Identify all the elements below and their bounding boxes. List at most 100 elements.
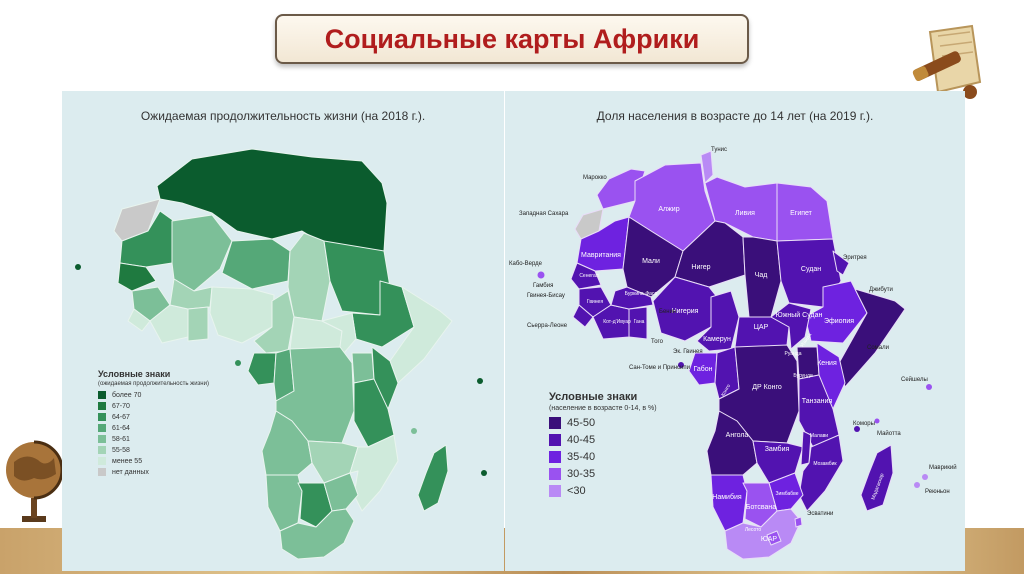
- legend-swatch: [98, 391, 106, 399]
- legend-swatch: [98, 435, 106, 443]
- legend-label: менее 55: [112, 457, 143, 465]
- legend-title: Условные знаки: [98, 369, 171, 379]
- island-mayotte: [874, 418, 880, 424]
- legend-swatch: [549, 417, 561, 429]
- legend-label: 61-64: [112, 424, 130, 432]
- label-cameroon: Камерун: [703, 336, 731, 343]
- island-mauritius: [481, 470, 487, 476]
- label-rwanda: Руанда: [784, 351, 801, 357]
- slide-title-text: Социальные карты Африки: [324, 23, 700, 54]
- legend-label: более 70: [112, 391, 142, 399]
- region-namibia: [710, 474, 748, 532]
- legend-swatch: [549, 485, 561, 497]
- label-morocco: Марокко: [583, 175, 607, 181]
- legend-swatch: [549, 468, 561, 480]
- legend-item: 55-58: [98, 446, 209, 454]
- scroll-spyglass-icon: [912, 24, 982, 99]
- label-guinea-bissau: Гвинея-Бисау: [527, 293, 565, 299]
- life-expectancy-map: [75, 148, 487, 560]
- region-chad: [742, 236, 782, 318]
- label-namibia: Намибия: [712, 493, 742, 501]
- label-egypt: Египет: [790, 210, 813, 217]
- region-zimbabwe: [323, 472, 359, 512]
- legend-label: 30-35: [567, 468, 596, 480]
- legend-item: 64-67: [98, 413, 209, 421]
- label-libya: Ливия: [735, 210, 755, 217]
- region-ghana: [628, 306, 648, 340]
- label-chad: Чад: [755, 272, 768, 279]
- label-sao-tome: Сан-Томе и Принсипи: [629, 365, 690, 371]
- label-tunis: Тунис: [711, 147, 727, 153]
- label-reunion: Реюньон: [925, 489, 950, 495]
- label-ghana: Гана: [634, 319, 645, 325]
- label-cabo-verde: Кабо-Верде: [509, 261, 543, 267]
- legend-item: 45-50: [549, 417, 657, 429]
- label-sudan: Судан: [801, 266, 821, 273]
- legend-swatch: [98, 468, 106, 476]
- legend-item: <30: [549, 485, 657, 497]
- population-under-14-map-panel: Доля населения в возрасте до 14 лет (на …: [505, 91, 965, 571]
- legend-swatch: [98, 457, 106, 465]
- legend-subtitle: (ожидаемая продолжительность жизни): [98, 381, 209, 387]
- label-djibouti: Джибути: [869, 287, 893, 293]
- label-gabon: Габон: [693, 365, 712, 373]
- label-burundi: Бурунди: [793, 373, 813, 379]
- legend-item: более 70: [98, 391, 209, 399]
- legend-swatch: [98, 446, 106, 454]
- region-chad: [287, 232, 331, 322]
- region-senegal: [570, 262, 602, 290]
- label-benin: Бенин: [659, 309, 676, 315]
- legend-label: 64-67: [112, 413, 130, 421]
- label-senegal: Сенегал: [579, 273, 598, 279]
- label-eritrea: Эритрея: [843, 255, 867, 261]
- label-zambia: Замбия: [765, 445, 790, 453]
- region-sierra-leone: [127, 308, 151, 332]
- legend-rows: 45-50 40-45 35-40 30-35 <30: [549, 417, 657, 497]
- island-reunion: [914, 482, 920, 488]
- label-botswana: Ботсвана: [746, 504, 776, 511]
- legend-item: нет данных: [98, 468, 209, 476]
- population-legend: Условные знаки (население в возрасте 0-1…: [549, 391, 657, 502]
- legend-item: 40-45: [549, 434, 657, 446]
- label-guinea: Гвинея: [587, 299, 603, 305]
- life-expectancy-map-panel: Ожидаемая продолжительность жизни (на 20…: [62, 91, 504, 571]
- legend-label: 67-70: [112, 402, 130, 410]
- legend-label: 40-45: [567, 434, 596, 446]
- region-nigeria: [209, 286, 275, 344]
- label-kenya: Кения: [817, 360, 837, 367]
- legend-title: Условные знаки: [549, 391, 638, 403]
- legend-swatch: [98, 413, 106, 421]
- island-seychelles: [477, 378, 483, 384]
- label-angola: Ангола: [726, 432, 749, 439]
- region-madagascar: [860, 444, 894, 512]
- island-seychelles: [926, 384, 932, 390]
- label-lesotho: Лесото: [745, 527, 762, 533]
- label-comoros: Коморы: [853, 421, 875, 427]
- legend-label: <30: [567, 485, 586, 497]
- label-sierra-leone: Сьерра-Леоне: [527, 323, 568, 329]
- label-gambia: Гамбия: [533, 283, 553, 289]
- legend-item: 67-70: [98, 402, 209, 410]
- label-burkina: Буркина-Фасо: [625, 291, 658, 297]
- label-drc: ДР Конго: [752, 384, 782, 391]
- island-cabo-verde: [75, 264, 81, 270]
- legend-swatch: [98, 424, 106, 432]
- label-cote-divoire: Кот-д'Ивуар: [603, 319, 631, 325]
- label-eq-guinea: Эк. Гвинея: [673, 349, 703, 355]
- legend-swatch: [98, 402, 106, 410]
- label-mauritania: Мавритания: [581, 252, 621, 259]
- label-mauritius: Маврикий: [929, 464, 957, 471]
- globe-icon: [6, 440, 64, 522]
- island-sao-tome: [235, 360, 241, 366]
- label-eswatini: Эсватини: [807, 511, 833, 517]
- region-gabon: [688, 352, 718, 386]
- label-togo: Того: [651, 339, 664, 345]
- label-mali: Мали: [642, 258, 660, 265]
- region-mozambique: [798, 434, 844, 512]
- legend-label: 45-50: [567, 417, 596, 429]
- life-expectancy-legend: Условные знаки (ожидаемая продолжительно…: [98, 369, 209, 479]
- region-mali: [622, 216, 684, 298]
- legend-item: 30-35: [549, 468, 657, 480]
- region-tunisia: [700, 150, 714, 184]
- island-mauritius: [922, 474, 928, 480]
